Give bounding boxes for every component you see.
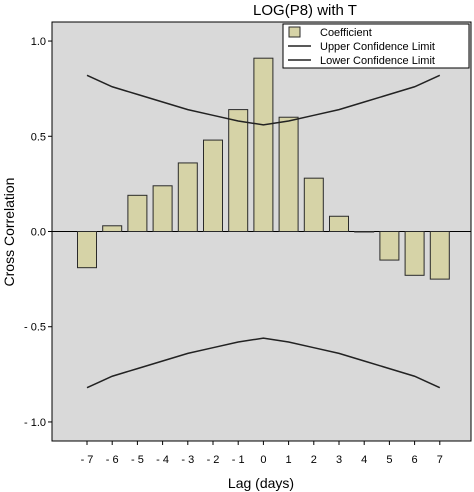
bar-lag-1: [278, 116, 299, 232]
x-tick-label: - 3: [181, 454, 194, 466]
legend: Coefficient Upper Confidence Limit Lower…: [282, 23, 470, 69]
y-tick-label: 0.5: [31, 131, 46, 143]
legend-box: [282, 23, 470, 69]
legend-upper-limit-label: Upper Confidence Limit: [320, 41, 435, 53]
x-axis-ticks: - 7 - 6 - 5 - 4 - 3 - 2 - 1 0 1 2 3 4 5 6 7: [81, 441, 443, 466]
x-tick-label: 5: [386, 454, 392, 466]
confidence-limits-group: [86, 74, 441, 389]
bar-lag-2: [303, 177, 324, 233]
y-tick-label: - 1.0: [24, 417, 46, 429]
x-tick-label: 2: [311, 454, 317, 466]
legend-lower-limit-label: Lower Confidence Limit: [320, 55, 435, 67]
chart-title: LOG(P8) with T: [253, 2, 357, 19]
x-tick-label: 0: [260, 454, 266, 466]
bar-lag--1: [228, 109, 249, 232]
y-tick-label: 0.0: [31, 227, 46, 239]
x-tick-label: - 7: [81, 454, 94, 466]
bar-lag--4: [152, 185, 173, 232]
bars-group: [77, 57, 450, 280]
x-tick-label: 7: [437, 454, 443, 466]
bar-lag-6: [404, 231, 425, 276]
bar-lag--7: [77, 231, 97, 269]
bar-lag-3: [329, 215, 349, 233]
y-tick-label: 1.0: [31, 36, 46, 48]
bar-lag--2: [203, 139, 223, 232]
x-tick-label: - 5: [131, 454, 144, 466]
x-axis-label: Lag (days): [228, 475, 294, 491]
x-tick-label: 4: [361, 454, 367, 466]
x-tick-label: 1: [286, 454, 292, 466]
y-axis-ticks: - 1.0 - 0.5 0.0 0.5 1.0: [24, 36, 52, 429]
legend-coefficient-swatch: [288, 26, 301, 38]
bar-lag-7: [429, 231, 450, 280]
bar-lag--3: [177, 162, 198, 233]
bar-lag--5: [127, 194, 148, 232]
bar-lag-0: [253, 57, 274, 232]
legend-coefficient-label: Coefficient: [320, 27, 372, 39]
y-axis-label: Cross Correlation: [1, 178, 17, 287]
x-tick-label: - 4: [156, 454, 169, 466]
bar-lag-5: [379, 231, 400, 261]
x-tick-label: - 1: [232, 454, 245, 466]
bar-lag--6: [102, 225, 123, 232]
lower-confidence-limit-line: [86, 337, 441, 389]
bar-lag-4: [354, 231, 375, 233]
x-tick-label: 3: [336, 454, 342, 466]
y-tick-label: - 0.5: [24, 322, 46, 334]
upper-confidence-limit-line: [86, 74, 441, 126]
x-tick-label: 6: [412, 454, 418, 466]
x-tick-label: - 6: [106, 454, 119, 466]
x-tick-label: - 2: [207, 454, 220, 466]
